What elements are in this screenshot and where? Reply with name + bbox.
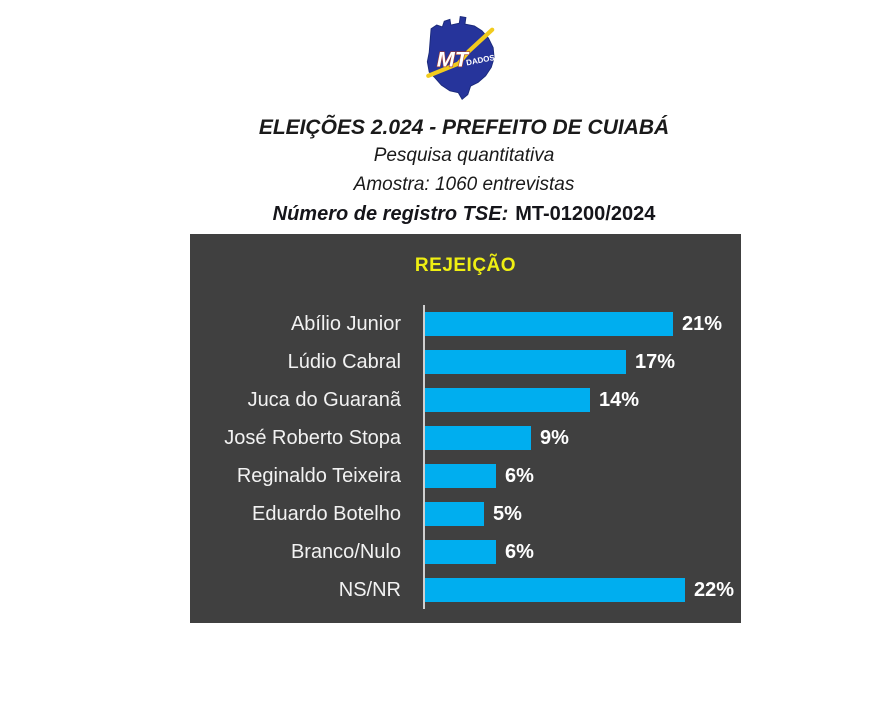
chart-row: Lúdio Cabral 17%: [190, 343, 741, 381]
bar: [425, 502, 484, 526]
category-label: Branco/Nulo: [290, 540, 401, 563]
bar-area: 22%: [423, 571, 741, 609]
category-label: Lúdio Cabral: [287, 350, 401, 373]
category-label: NS/NR: [338, 578, 401, 601]
bar-area: 6%: [423, 457, 741, 495]
chart-row: José Roberto Stopa 9%: [190, 419, 741, 457]
bar: [425, 388, 590, 412]
chart-row: Abílio Junior 21%: [190, 305, 741, 343]
value-label: 6%: [505, 464, 534, 487]
report-registration: Número de registro TSE: MT-01200/2024: [21, 199, 886, 229]
chart-row: Eduardo Botelho 5%: [190, 495, 741, 533]
registration-value: MT-01200/2024: [515, 203, 656, 225]
category-label: José Roberto Stopa: [224, 426, 401, 449]
bar-area: 14%: [423, 381, 741, 419]
bar: [425, 540, 496, 564]
chart-row: Branco/Nulo 6%: [190, 533, 741, 571]
bar: [425, 464, 496, 488]
bar-area: 17%: [423, 343, 741, 381]
value-label: 9%: [540, 426, 569, 449]
category-label: Eduardo Botelho: [251, 502, 401, 525]
bar-area: 6%: [423, 533, 741, 571]
bar: [425, 350, 626, 374]
registration-label: Número de registro TSE:: [272, 203, 509, 225]
chart-row: Reginaldo Teixeira 6%: [190, 457, 741, 495]
value-label: 22%: [694, 578, 735, 601]
report-header: MT DADOS ELEIÇÕES 2.024 - PREFEITO DE CU…: [21, 0, 886, 229]
report-sample-size: Amostra: 1060 entrevistas: [353, 174, 575, 195]
bar-area: 21%: [423, 305, 741, 343]
category-label: Abílio Junior: [290, 312, 401, 335]
value-label: 6%: [505, 540, 534, 563]
value-label: 5%: [493, 502, 522, 525]
value-label: 14%: [599, 388, 640, 411]
category-label: Juca do Guaranã: [247, 388, 401, 411]
chart-row: Juca do Guaranã 14%: [190, 381, 741, 419]
chart-plot-area: Abílio Junior 21% Lúdio Cabral 17% Juca do G…: [190, 305, 741, 609]
logo-mt-text: MT: [437, 46, 470, 71]
bar-area: 9%: [423, 419, 741, 457]
bar: [425, 426, 531, 450]
rejection-chart: REJEIÇÃO Abílio Junior 21% Lúdio Cabral 17%…: [190, 234, 741, 623]
bar: [425, 312, 673, 336]
value-label: 17%: [635, 350, 676, 373]
value-label: 21%: [682, 312, 723, 335]
trend-line-icon: [426, 27, 495, 78]
chart-title: REJEIÇÃO: [414, 255, 517, 276]
chart-row: NS/NR 22%: [190, 571, 741, 609]
mt-dados-logo: MT DADOS: [426, 16, 496, 101]
bar-area: 5%: [423, 495, 741, 533]
report-title: ELEIÇÕES 2.024 - PREFEITO DE CUIABÁ: [258, 116, 670, 139]
category-label: Reginaldo Teixeira: [236, 464, 401, 487]
report-subtitle: Pesquisa quantitativa: [373, 145, 555, 166]
bar: [425, 578, 685, 602]
